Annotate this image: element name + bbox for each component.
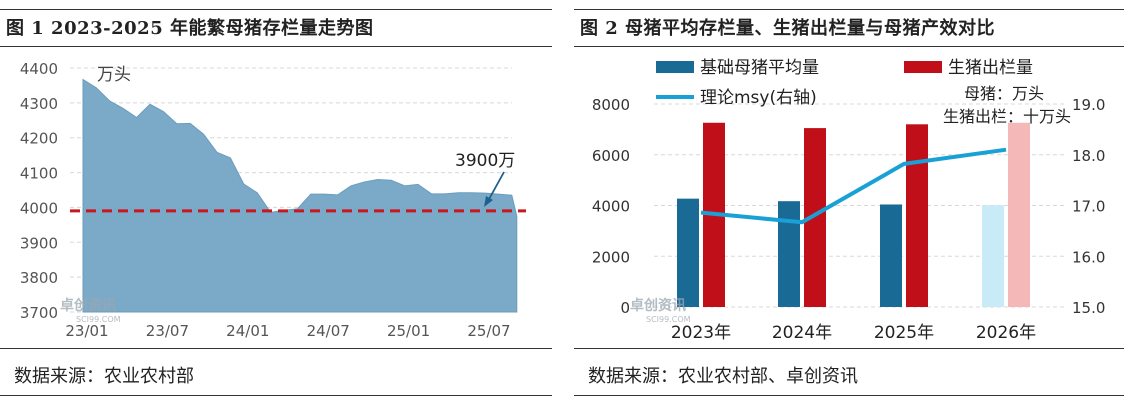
left-chart-panel: 图 1 2023-2025 年能繁母猪存栏量走势图 3700 3800 3900 40…: [0, 0, 552, 403]
line-msy: [700, 147, 1007, 225]
bar-sows: [778, 201, 800, 307]
legend-label-hogs: 生猪出栏量: [948, 58, 1033, 78]
watermark: 卓创资讯: [60, 297, 116, 314]
top-rule: [574, 9, 1124, 10]
annotation-arrow-shaft: [487, 171, 505, 202]
x-tick-label: 2023年: [671, 323, 731, 343]
bar-sows: [677, 198, 699, 307]
x-tick-label: 25/07: [467, 322, 510, 340]
watermark: 卓创资讯: [630, 297, 686, 314]
y2-tick-label: 15.0: [1072, 299, 1105, 317]
y-tick-label: 3900: [20, 234, 58, 252]
right-chart-title: 图 2 母猪平均存栏量、生猪出栏量与母猪产效对比: [580, 18, 996, 39]
x-tick-label: 23/07: [146, 322, 189, 340]
x-tick-label: 24/07: [307, 322, 350, 340]
legend-swatch-sows: [656, 61, 694, 73]
legend-swatch-hogs: [904, 61, 942, 73]
y-tick-label: 4300: [20, 95, 58, 113]
unit-note-sows: 母猪：万头: [964, 84, 1044, 103]
unit-note-hogs: 生猪出栏：十万头: [943, 107, 1071, 126]
y-tick-label: 4100: [20, 165, 58, 183]
right-chart-source: 数据来源：农业农村部、卓创资讯: [588, 366, 858, 387]
legend-label-sows: 基础母猪平均量: [700, 58, 819, 78]
x-tick-label: 23/01: [65, 322, 108, 340]
area-series: [82, 78, 518, 313]
left-chart-svg: 3700 3800 3900 4000 4100 4200 4300 4400 23/01 23/…: [20, 60, 526, 340]
right-chart-svg: 0 2000 4000 6000 8000 15.0 16.0 17.0 18.0 19.0 202…: [592, 58, 1106, 343]
bar-sows: [880, 204, 902, 307]
left-chart-title: 图 1 2023-2025 年能繁母猪存栏量走势图: [6, 18, 374, 39]
bar-hogs: [906, 124, 928, 307]
y-tick-label: 6000: [592, 147, 630, 165]
bar-hogs: [1008, 122, 1030, 307]
y-tick-label: 0: [620, 299, 630, 317]
legend-label-msy: 理论msy(右轴): [700, 88, 817, 108]
y-tick-label: 4000: [20, 199, 58, 217]
y2-tick-label: 16.0: [1072, 248, 1105, 266]
y2-tick-label: 19.0: [1072, 96, 1105, 114]
watermark-sub: SCI99.COM: [646, 315, 691, 324]
annotation-arrow-head: [484, 196, 493, 207]
x-tick-label: 2025年: [874, 323, 934, 343]
y-tick-label: 4200: [20, 130, 58, 148]
x-tick-label: 25/01: [387, 322, 430, 340]
left-chart-source: 数据来源：农业农村部: [14, 366, 194, 387]
x-tick-label: 2024年: [772, 323, 832, 343]
bottom-rule: [0, 395, 552, 396]
y2-tick-label: 18.0: [1072, 147, 1105, 165]
y-tick-label: 3800: [20, 269, 58, 287]
y2-tick-label: 17.0: [1072, 198, 1105, 216]
watermark-sub: SCI99.COM: [76, 315, 121, 324]
x-tick-label: 2026年: [976, 323, 1036, 343]
unit-label: 万头: [97, 65, 131, 85]
bottom-rule: [574, 395, 1124, 396]
title-rule: [574, 46, 1124, 47]
source-rule: [0, 348, 552, 349]
y-tick-label: 4000: [592, 198, 630, 216]
bar-hogs: [804, 128, 826, 307]
y-tick-label: 2000: [592, 248, 630, 266]
title-rule: [0, 46, 552, 47]
top-rule: [0, 9, 552, 10]
y-tick-label: 3700: [20, 304, 58, 322]
y-tick-label: 8000: [592, 96, 630, 114]
x-tick-label: 24/01: [226, 322, 269, 340]
right-chart-panel: 图 2 母猪平均存栏量、生猪出栏量与母猪产效对比 0 2000 4000 6000 80…: [574, 0, 1124, 403]
y-tick-label: 4400: [20, 60, 58, 78]
source-rule: [574, 348, 1124, 349]
annotation-label: 3900万: [455, 151, 515, 171]
bar-sows: [982, 205, 1004, 307]
